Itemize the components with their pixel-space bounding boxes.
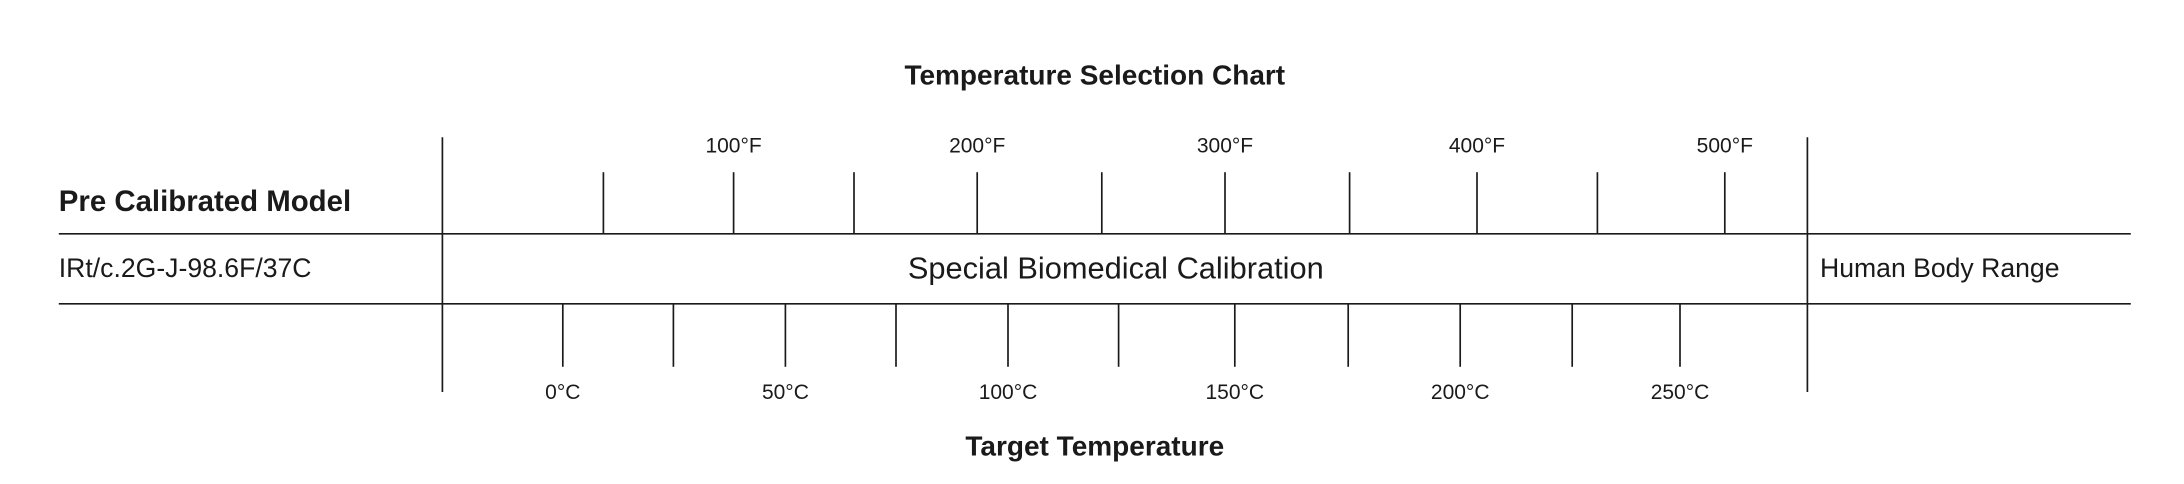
celsius-label: 250°C [1651,381,1710,404]
celsius-label: 0°C [545,381,580,404]
fahrenheit-label: 500°F [1697,135,1753,158]
axis-title: Target Temperature [965,430,1224,461]
range-name: Human Body Range [1820,253,2060,283]
model-name: IRt/c.2G-J-98.6F/37C [59,253,312,283]
calibration-name: Special Biomedical Calibration [908,250,1324,285]
celsius-label: 50°C [762,381,809,404]
header-label: Pre Calibrated Model [59,185,351,218]
fahrenheit-label: 300°F [1197,135,1253,158]
fahrenheit-label: 100°F [705,135,761,158]
chart-title: Temperature Selection Chart [904,59,1285,90]
fahrenheit-label: 200°F [949,135,1005,158]
fahrenheit-label: 400°F [1449,135,1505,158]
celsius-label: 100°C [979,381,1038,404]
celsius-label: 150°C [1205,381,1264,404]
celsius-label: 200°C [1431,381,1490,404]
